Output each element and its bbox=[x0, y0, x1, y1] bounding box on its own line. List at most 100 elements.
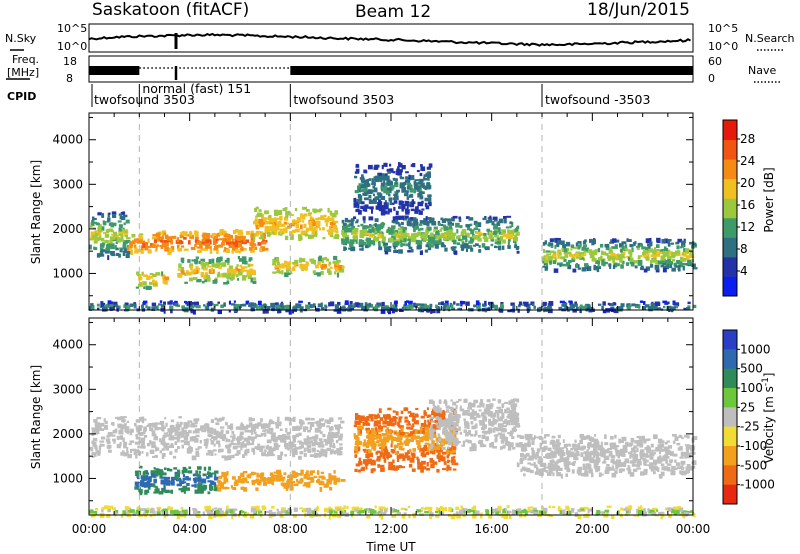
echo-cell bbox=[179, 421, 183, 425]
echo-cell bbox=[227, 446, 231, 450]
echo-cell bbox=[610, 309, 615, 313]
echo-cell bbox=[455, 222, 460, 228]
echo-cell bbox=[536, 436, 541, 439]
echo-cell bbox=[284, 440, 287, 444]
echo-cell bbox=[467, 439, 471, 444]
echo-cell bbox=[159, 300, 163, 303]
echo-cell bbox=[505, 226, 510, 229]
echo-cell bbox=[150, 427, 154, 432]
echo-cell bbox=[355, 208, 360, 213]
echo-cell bbox=[305, 471, 309, 476]
echo-cell bbox=[198, 479, 203, 483]
echo-cell bbox=[251, 246, 254, 250]
colorbar-swatch bbox=[723, 237, 737, 258]
echo-cell bbox=[160, 236, 163, 240]
echo-cell bbox=[667, 239, 672, 242]
echo-cell bbox=[298, 432, 302, 437]
echo-cell bbox=[276, 469, 281, 475]
echo-cell bbox=[165, 442, 170, 445]
echo-cell bbox=[218, 238, 223, 241]
echo-cell bbox=[174, 448, 178, 453]
echo-cell bbox=[586, 452, 591, 456]
echo-cell bbox=[213, 303, 219, 307]
cpid-mode-label: twofsound 3503 bbox=[94, 92, 195, 107]
echo-cell bbox=[388, 197, 393, 202]
echo-cell bbox=[637, 255, 643, 258]
echo-cell bbox=[295, 433, 299, 438]
echo-cell bbox=[367, 164, 373, 170]
echo-cell bbox=[417, 461, 421, 466]
echo-cell bbox=[138, 283, 143, 287]
echo-cell bbox=[115, 252, 120, 256]
echo-cell bbox=[271, 229, 275, 233]
echo-cell bbox=[320, 471, 324, 475]
echo-cell bbox=[240, 425, 246, 430]
echo-cell bbox=[376, 439, 380, 443]
echo-cell bbox=[240, 266, 246, 270]
echo-cell bbox=[132, 240, 136, 245]
echo-cell bbox=[444, 247, 448, 252]
echo-cell bbox=[226, 270, 230, 275]
echo-cell bbox=[198, 470, 201, 474]
echo-cell bbox=[395, 192, 399, 196]
echo-cell bbox=[119, 225, 123, 228]
echo-cell bbox=[425, 228, 429, 233]
echo-cell bbox=[586, 307, 590, 310]
echo-cell bbox=[429, 418, 434, 423]
echo-cell bbox=[622, 444, 628, 450]
echo-cell bbox=[481, 434, 486, 439]
echo-cell bbox=[289, 231, 293, 236]
echo-cell bbox=[334, 271, 337, 275]
echo-cell bbox=[584, 453, 588, 458]
noise-left-tick-bottom: 10^0 bbox=[57, 40, 87, 53]
echo-cell bbox=[281, 305, 286, 309]
echo-cell bbox=[409, 431, 413, 436]
echo-cell bbox=[174, 302, 179, 306]
echo-cell bbox=[368, 461, 371, 465]
echo-cell bbox=[473, 416, 477, 421]
echo-cell bbox=[448, 426, 452, 431]
echo-cell bbox=[179, 239, 182, 245]
echo-cell bbox=[419, 195, 424, 200]
echo-cell bbox=[400, 434, 403, 438]
echo-cell bbox=[432, 424, 437, 427]
echo-cell bbox=[661, 255, 666, 260]
echo-cell bbox=[422, 430, 426, 434]
echo-cell bbox=[549, 250, 555, 254]
echo-cell bbox=[190, 301, 195, 305]
echo-cell bbox=[164, 276, 170, 281]
echo-cell bbox=[431, 429, 436, 433]
echo-cell bbox=[263, 303, 267, 308]
echo-cell bbox=[584, 263, 589, 267]
echo-cell bbox=[381, 306, 386, 311]
echo-cell bbox=[337, 430, 340, 435]
echo-cell bbox=[203, 424, 208, 427]
echo-cell bbox=[342, 232, 347, 237]
echo-cell bbox=[96, 237, 100, 242]
echo-cell bbox=[311, 436, 315, 440]
echo-cell bbox=[146, 425, 152, 428]
echo-cell bbox=[419, 426, 423, 431]
echo-cell bbox=[177, 471, 181, 475]
echo-cell bbox=[547, 472, 552, 476]
echo-cell bbox=[426, 305, 430, 310]
echo-cell bbox=[423, 174, 427, 177]
echo-cell bbox=[325, 441, 328, 446]
echo-cell bbox=[107, 243, 111, 248]
echo-cell bbox=[574, 457, 579, 461]
echo-cell bbox=[593, 459, 598, 463]
echo-cell bbox=[418, 228, 421, 232]
echo-cell bbox=[653, 471, 656, 475]
echo-cell bbox=[314, 226, 318, 229]
echo-cell bbox=[621, 436, 627, 441]
echo-cell bbox=[427, 201, 431, 205]
echo-cell bbox=[221, 482, 225, 486]
colorbar-tick-label: 20 bbox=[740, 176, 755, 190]
echo-cell bbox=[329, 449, 333, 455]
echo-cell bbox=[415, 239, 420, 245]
echo-cell bbox=[379, 464, 385, 468]
echo-cell bbox=[406, 455, 411, 461]
echo-cell bbox=[473, 410, 477, 416]
echo-cell bbox=[377, 233, 382, 239]
echo-cell bbox=[348, 247, 352, 250]
